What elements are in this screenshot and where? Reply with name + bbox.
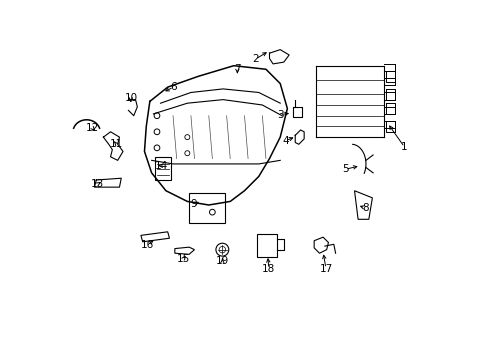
Polygon shape [354, 191, 372, 219]
Text: 5: 5 [341, 164, 348, 174]
Bar [257, 234, 276, 257]
Text: 11: 11 [110, 139, 123, 149]
Text: 13: 13 [90, 179, 104, 189]
Polygon shape [141, 232, 169, 242]
Text: 18: 18 [262, 264, 275, 274]
Text: 16: 16 [141, 240, 154, 250]
Text: 19: 19 [215, 256, 228, 266]
Text: 6: 6 [170, 82, 177, 92]
Text: 4: 4 [282, 136, 288, 146]
Text: 2: 2 [251, 54, 258, 64]
Text: 9: 9 [190, 199, 197, 209]
Text: 1: 1 [400, 142, 407, 152]
Bar [155, 157, 171, 180]
Text: 10: 10 [124, 93, 137, 103]
Text: 3: 3 [276, 110, 283, 120]
Polygon shape [313, 237, 328, 253]
Bar [189, 193, 224, 223]
Text: 15: 15 [176, 254, 189, 264]
Polygon shape [175, 247, 194, 254]
Text: 14: 14 [155, 161, 168, 171]
Text: 8: 8 [361, 203, 368, 213]
Text: 12: 12 [86, 123, 99, 133]
Text: 17: 17 [319, 264, 332, 274]
Text: 7: 7 [234, 64, 240, 74]
